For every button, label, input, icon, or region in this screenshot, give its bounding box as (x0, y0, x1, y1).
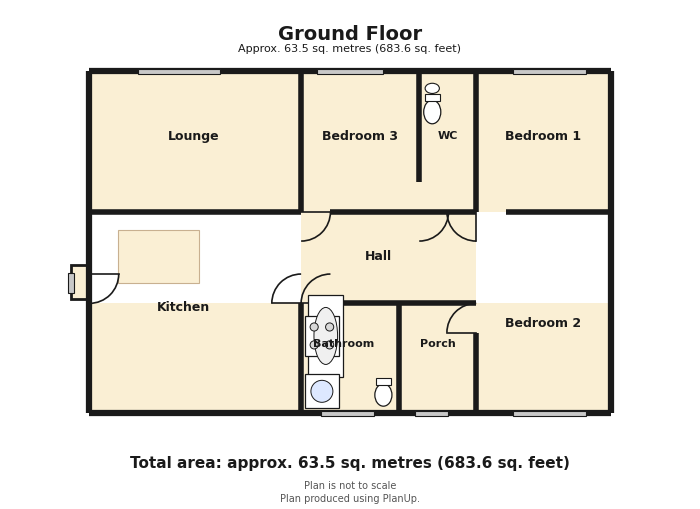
Ellipse shape (424, 100, 441, 124)
Bar (317, 69, 383, 74)
Text: Lounge: Lounge (167, 130, 219, 143)
Bar (305, 316, 339, 356)
Bar (476, 71, 610, 212)
Text: Hall: Hall (365, 250, 392, 263)
Bar (139, 69, 220, 74)
Bar (118, 230, 200, 283)
Bar (399, 303, 476, 413)
Bar (376, 378, 391, 385)
Bar (513, 69, 586, 74)
Text: Bedroom 1: Bedroom 1 (505, 130, 582, 143)
Bar (69, 273, 74, 293)
Text: WC: WC (438, 131, 458, 142)
Bar (90, 71, 301, 212)
Circle shape (310, 341, 319, 349)
Circle shape (326, 341, 334, 349)
Bar (305, 374, 339, 408)
Text: Approx. 63.5 sq. metres (683.6 sq. feet): Approx. 63.5 sq. metres (683.6 sq. feet) (239, 44, 461, 54)
Bar (419, 71, 476, 212)
Bar (476, 303, 610, 413)
Text: Porch: Porch (420, 339, 456, 349)
Text: Kitchen: Kitchen (156, 301, 210, 314)
Bar (301, 212, 476, 303)
Bar (301, 303, 399, 413)
Ellipse shape (314, 307, 337, 364)
Text: Bedroom 2: Bedroom 2 (505, 317, 582, 330)
Bar (415, 411, 448, 416)
Bar (513, 411, 586, 416)
Bar (90, 303, 301, 413)
Bar (425, 94, 440, 101)
Bar (309, 295, 343, 377)
Circle shape (326, 323, 334, 331)
Bar (301, 71, 419, 212)
Bar (71, 265, 90, 299)
Text: Ground Floor: Ground Floor (278, 25, 422, 44)
Text: Total area: approx. 63.5 sq. metres (683.6 sq. feet): Total area: approx. 63.5 sq. metres (683… (130, 456, 570, 471)
Ellipse shape (374, 384, 392, 406)
Text: Bathroom: Bathroom (314, 339, 375, 349)
Text: Plan is not to scale: Plan is not to scale (304, 481, 396, 491)
Bar (321, 411, 374, 416)
Text: Plan produced using PlanUp.: Plan produced using PlanUp. (280, 494, 420, 504)
Circle shape (311, 380, 333, 402)
Circle shape (310, 323, 319, 331)
Ellipse shape (425, 83, 440, 94)
Text: Bedroom 3: Bedroom 3 (322, 130, 398, 143)
